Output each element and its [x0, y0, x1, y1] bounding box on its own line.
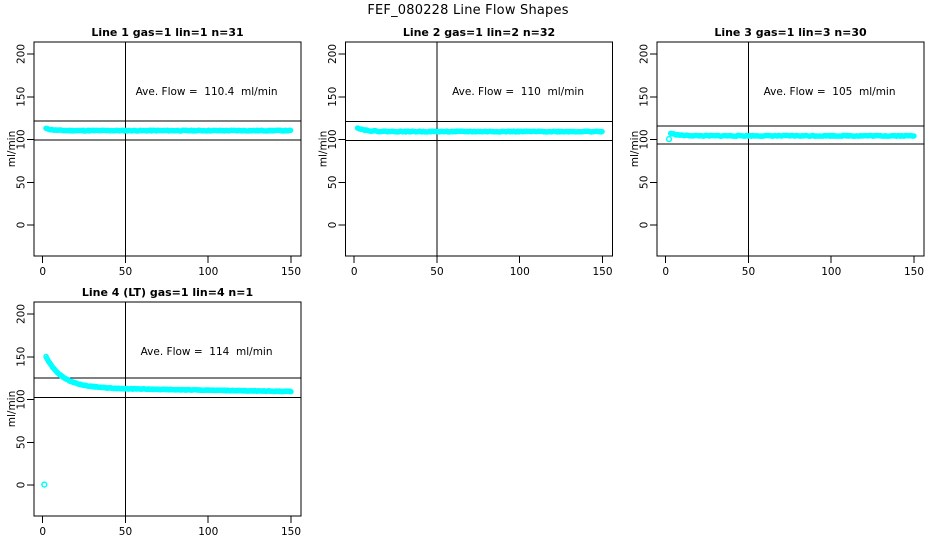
- y-tick-label: 200: [327, 44, 339, 64]
- panel-4: Line 4 (LT) gas=1 lin=4 n=1 0 50 100 150 0 50 1…: [6, 286, 302, 538]
- x-tick-label: 150: [592, 266, 612, 278]
- y-axis-label: ml/min: [318, 131, 330, 167]
- y-tick-label: 150: [16, 347, 28, 367]
- plot-box: [33, 301, 302, 517]
- panel-1: Line 1 gas=1 lin=1 n=31 0 50 100 150 0 50 100 15…: [6, 26, 302, 278]
- main-title: FEF_080228 Line Flow Shapes: [367, 3, 569, 18]
- y-tick-label: 50: [639, 176, 651, 189]
- x-tick-label: 0: [39, 266, 46, 278]
- y-axis-label: ml/min: [6, 131, 18, 167]
- y-tick-label: 200: [639, 44, 651, 64]
- data-point: [41, 481, 48, 488]
- x-tick-label: 50: [119, 266, 132, 278]
- x-tick-label: 100: [198, 526, 218, 538]
- y-tick-label: 50: [16, 176, 28, 189]
- y-tick-label: 0: [16, 482, 28, 489]
- x-tick-label: 100: [821, 266, 841, 278]
- ave-flow-annotation: Ave. Flow = 110.4 ml/min: [136, 86, 278, 98]
- plot-box: [656, 41, 925, 257]
- x-tick-label: 50: [742, 266, 755, 278]
- panel-title: Line 2 gas=1 lin=2 n=32: [403, 26, 555, 39]
- data-trace: [665, 130, 917, 143]
- data-point: [287, 127, 294, 134]
- plot-box: [33, 41, 302, 257]
- y-tick-label: 150: [639, 87, 651, 107]
- plot-box: [345, 41, 613, 257]
- data-point: [665, 135, 673, 143]
- y-tick-label: 150: [327, 87, 339, 107]
- y-tick-label: 200: [16, 304, 28, 324]
- x-tick-label: 100: [198, 266, 218, 278]
- ave-flow-annotation: Ave. Flow = 105 ml/min: [764, 86, 896, 98]
- y-tick-label: 100: [327, 129, 339, 149]
- y-tick-label: 50: [327, 176, 339, 189]
- y-tick-label: 50: [16, 436, 28, 449]
- data-trace: [354, 125, 605, 135]
- x-tick-label: 150: [904, 266, 924, 278]
- data-trace: [43, 125, 294, 134]
- x-tick-label: 50: [119, 526, 132, 538]
- y-tick-label: 150: [16, 87, 28, 107]
- panel-2: Line 2 gas=1 lin=2 n=32 0 50 100 150 0 50 100 15…: [318, 26, 613, 278]
- y-tick-label: 200: [16, 44, 28, 64]
- y-tick-label: 0: [639, 222, 651, 229]
- y-tick-label: 100: [16, 129, 28, 149]
- data-point: [599, 128, 605, 135]
- y-tick-label: 0: [16, 222, 28, 229]
- data-trace: [41, 353, 294, 488]
- x-tick-label: 0: [662, 266, 669, 278]
- data-point: [288, 388, 294, 395]
- x-tick-label: 100: [510, 266, 530, 278]
- panel-3: Line 3 gas=1 lin=3 n=30 0 50 100 150 0 50 100 15…: [629, 26, 925, 278]
- panel-title: Line 4 (LT) gas=1 lin=4 n=1: [82, 286, 253, 299]
- panel-title: Line 1 gas=1 lin=1 n=31: [91, 26, 243, 39]
- y-axis-label: ml/min: [629, 131, 641, 167]
- y-tick-label: 0: [327, 222, 339, 229]
- x-tick-label: 0: [39, 526, 46, 538]
- x-tick-label: 0: [351, 266, 358, 278]
- panel-title: Line 3 gas=1 lin=3 n=30: [714, 26, 867, 39]
- y-tick-label: 100: [16, 389, 28, 409]
- x-tick-label: 150: [281, 526, 301, 538]
- ave-flow-annotation: Ave. Flow = 110 ml/min: [452, 86, 584, 98]
- ave-flow-annotation: Ave. Flow = 114 ml/min: [141, 346, 273, 358]
- y-tick-label: 100: [639, 129, 651, 149]
- x-tick-label: 150: [281, 266, 301, 278]
- y-axis-label: ml/min: [6, 391, 18, 427]
- x-tick-label: 50: [430, 266, 443, 278]
- data-point: [911, 133, 917, 139]
